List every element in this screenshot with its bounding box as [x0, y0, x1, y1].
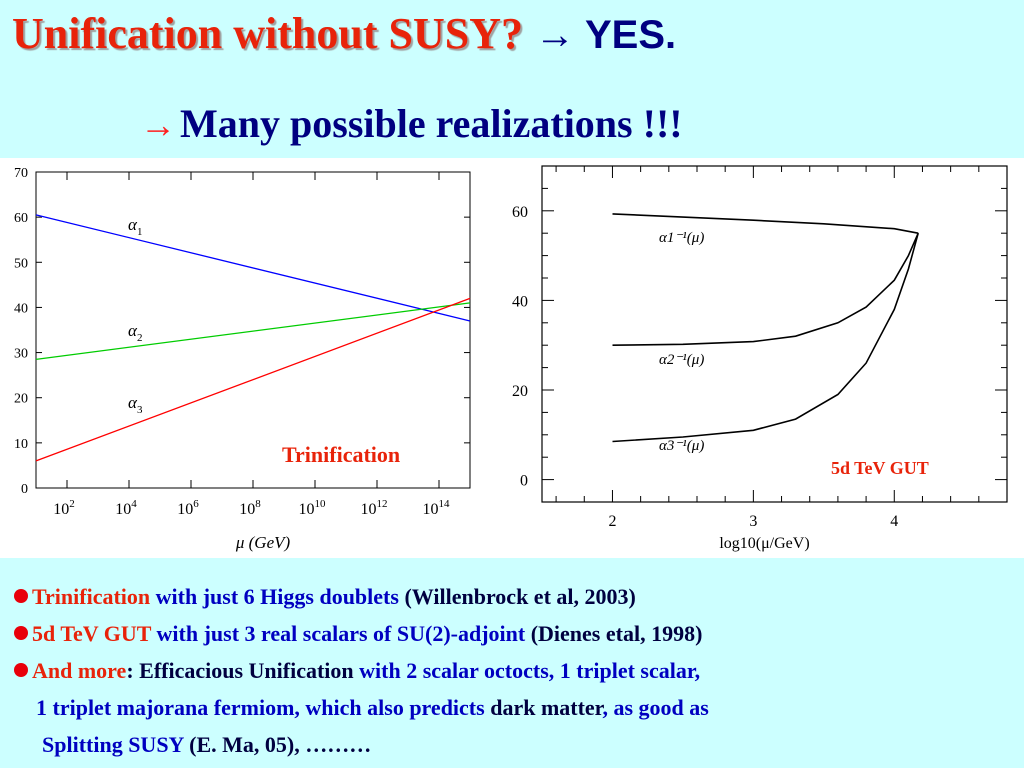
bullet-text: dark matter	[490, 695, 603, 720]
bullet-list: Trinification with just 6 Higgs doublets…	[14, 578, 1014, 763]
bullet-text: with just 3 real scalars of SU(2)-adjoin…	[151, 621, 531, 646]
y-tick-label: 0	[21, 482, 28, 497]
bullet-dot-icon	[14, 626, 28, 640]
series-label: α3⁻¹(μ)	[659, 438, 704, 454]
x-tick-label: 104	[115, 498, 137, 518]
series-label: α1⁻¹(μ)	[659, 230, 704, 246]
series-label: α2	[128, 321, 142, 344]
x-tick-label: 106	[177, 498, 199, 518]
subtitle-text: Many possible realizations !!!	[180, 101, 683, 146]
subtitle-arrow: →	[140, 105, 176, 145]
y-tick-label: 20	[512, 383, 528, 400]
bullet-line: Splitting SUSY (E. Ma, 05), ………	[14, 726, 1014, 763]
y-tick-label: 0	[520, 473, 528, 490]
trinification-label: Trinification	[282, 442, 401, 467]
bullet-text: , as good as	[602, 695, 709, 720]
title-question: Unification without SUSY?	[12, 9, 523, 58]
bullet-text: (E. Ma, 05), ………	[189, 732, 372, 757]
series-line	[35, 297, 471, 462]
plot-frame	[35, 171, 471, 489]
bullet-dot-icon	[14, 663, 28, 677]
slide-subtitle: → Many possible realizations !!!	[140, 100, 683, 147]
trinification-plot: 0 10 20 30 40 50 60 70 102 104 106 108 1010 1012 1014 μ…	[0, 158, 487, 558]
title-arrow: →	[534, 12, 575, 57]
bullet-line: 1 triplet majorana fermiom, which also p…	[14, 689, 1014, 726]
plot-frame	[541, 165, 1008, 503]
bullet-dot-icon	[14, 589, 28, 603]
tev-gut-plot: 0 20 40 60 2 3 4 log10(μ/GeV) α1⁻¹(μ) α2⁻¹(μ) α3⁻¹…	[487, 158, 1024, 558]
x-tick-label: 102	[53, 498, 75, 518]
series-line	[612, 232, 919, 443]
y-tick-label: 70	[14, 166, 28, 181]
bullet-text: 1 triplet majorana fermiom, which also p…	[36, 695, 491, 720]
series-line	[612, 213, 919, 234]
series-line	[612, 232, 919, 346]
bullet-text: And more	[32, 658, 127, 683]
bullet-text: Trinification	[32, 584, 151, 609]
y-tick-label: 60	[14, 211, 28, 226]
x-axis-label: μ (GeV)	[235, 533, 291, 552]
series-label: α1	[128, 215, 142, 238]
x-tick-label: 1010	[299, 498, 327, 518]
bullet-text: : Efficacious Unification	[126, 658, 360, 683]
bullet-text: Splitting SUSY	[42, 732, 190, 757]
x-tick-label: 1012	[361, 498, 388, 518]
bullet-line: 5d TeV GUT with just 3 real scalars of S…	[14, 615, 1014, 652]
series-label: α2⁻¹(μ)	[659, 352, 704, 368]
bullet-text: 5d TeV GUT	[32, 621, 152, 646]
y-tick-label: 60	[512, 204, 528, 221]
tev-gut-chart: 0 20 40 60 2 3 4 log10(μ/GeV) α1⁻¹(μ) α2⁻¹(μ) α3⁻¹…	[512, 165, 1008, 552]
bullet-text: with just 6 Higgs doublets	[150, 584, 405, 609]
bullet-line: Trinification with just 6 Higgs doublets…	[14, 578, 1014, 615]
y-tick-label: 40	[512, 293, 528, 310]
trinification-chart: 0 10 20 30 40 50 60 70 102 104 106 108 1010 1012 1014 μ…	[14, 166, 471, 552]
title-answer: YES.	[584, 13, 677, 57]
x-tick-label: 108	[239, 498, 261, 518]
series-label: α3	[128, 393, 143, 416]
series-line	[35, 214, 471, 322]
x-tick-label: 3	[749, 513, 757, 530]
x-axis-label: log10(μ/GeV)	[719, 535, 809, 552]
series-line	[35, 302, 471, 360]
y-tick-label: 30	[14, 347, 28, 362]
bullet-text: (Dienes etal, 1998)	[530, 621, 703, 646]
y-tick-label: 20	[14, 392, 28, 407]
tev-gut-label: 5d TeV GUT	[831, 458, 929, 478]
bullet-text: (Willenbrock et al, 2003)	[404, 584, 636, 609]
y-tick-label: 10	[14, 437, 28, 452]
slide-title: Unification without SUSY? → YES.	[12, 8, 676, 59]
bullet-line: And more: Efficacious Unification with 2…	[14, 652, 1014, 689]
y-tick-label: 40	[14, 301, 28, 316]
y-tick-label: 50	[14, 256, 28, 271]
x-tick-label: 4	[890, 513, 898, 530]
x-tick-label: 1014	[423, 498, 451, 518]
bullet-text: with 2 scalar octocts, 1 triplet scalar,	[359, 658, 701, 683]
x-tick-label: 2	[608, 513, 616, 530]
